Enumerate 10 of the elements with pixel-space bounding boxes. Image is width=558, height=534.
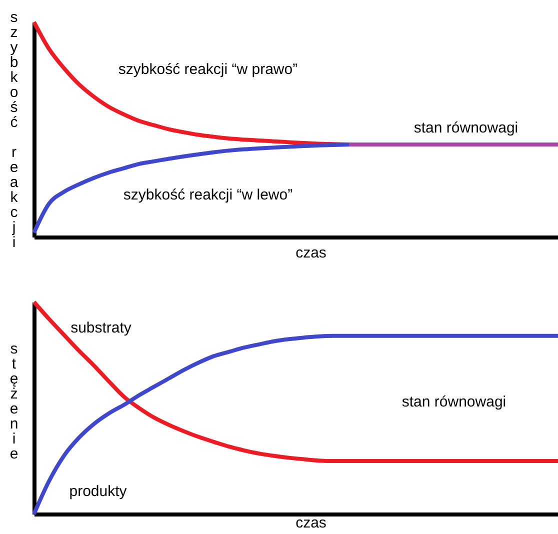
series-label: substraty [70, 320, 132, 337]
x-axis-title: czas [296, 514, 326, 532]
annotation: stan równowagi [402, 394, 506, 411]
series-label: szybkość reakcji “w prawo” [118, 60, 298, 78]
y-axis-title: stężenie [10, 340, 18, 462]
x-axis-title: czas [296, 244, 326, 262]
series-label: produkty [69, 482, 128, 500]
text: szybkość reakcji [10, 9, 18, 251]
series-label: szybkość reakcji “w lewo” [123, 186, 293, 204]
series-label: stan równowagi [414, 120, 518, 137]
